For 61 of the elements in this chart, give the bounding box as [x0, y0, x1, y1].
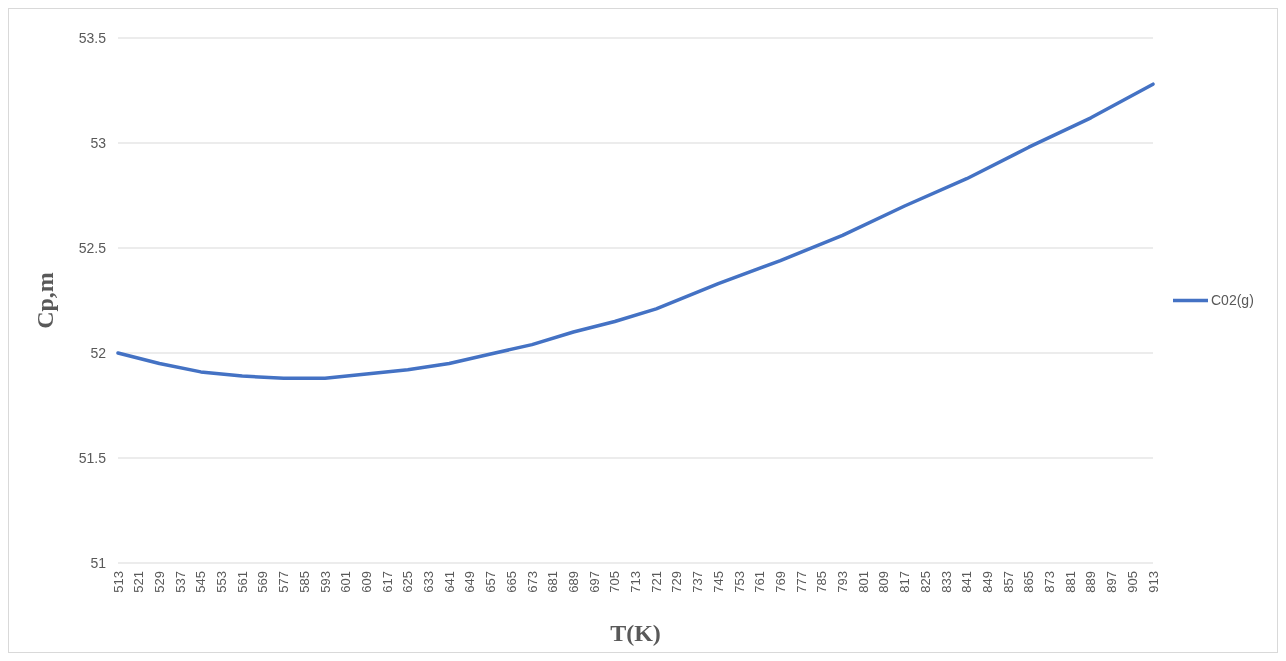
x-tick-label: 833: [938, 571, 954, 593]
line-series: [116, 82, 1155, 380]
x-tick-label: 657: [483, 571, 499, 593]
x-tick-label: 681: [545, 571, 561, 593]
x-tick-label: 641: [441, 571, 457, 593]
x-tick-label: 561: [234, 571, 250, 593]
x-tick-label: 825: [917, 571, 933, 593]
y-tick-label: 53: [90, 134, 107, 151]
y-tick-label: 51.5: [78, 449, 107, 466]
x-tick-label: 721: [648, 571, 664, 593]
x-tick-label: 649: [462, 571, 478, 593]
y-tick-label: 51: [90, 554, 107, 571]
x-tick-label: 769: [772, 571, 788, 593]
x-tick-label: 857: [1000, 571, 1016, 593]
y-tick-label: 52: [90, 344, 107, 361]
x-tick-label: 873: [1042, 571, 1058, 593]
y-axis-title: Cp,m: [32, 272, 58, 329]
x-tick-label: 809: [876, 571, 892, 593]
x-tick-label: 889: [1083, 571, 1099, 593]
x-tick-label: 905: [1124, 571, 1140, 593]
x-tick-label: 513: [110, 571, 126, 593]
x-tick-label: 593: [317, 571, 333, 593]
x-tick-label: 737: [690, 571, 706, 593]
x-tick-label: 785: [814, 571, 830, 593]
x-tick-label: 529: [151, 571, 167, 593]
legend-label: C02(g): [1211, 292, 1254, 309]
x-tick-label: 633: [421, 571, 437, 593]
x-tick-label: 849: [979, 571, 995, 593]
y-tick-label: 53.5: [78, 29, 107, 46]
x-tick-label: 745: [710, 571, 726, 593]
x-tick-label: 913: [1145, 571, 1161, 593]
x-tick-label: 689: [565, 571, 581, 593]
x-tick-label: 609: [358, 571, 374, 593]
x-tick-label: 697: [586, 571, 602, 593]
x-tick-label: 729: [669, 571, 685, 593]
x-tick-label: 801: [855, 571, 871, 593]
x-tick-label: 713: [628, 571, 644, 593]
y-tick-label: 52.5: [78, 239, 107, 256]
x-tick-label: 897: [1104, 571, 1120, 593]
x-tick-label: 865: [1021, 571, 1037, 593]
x-tick-label: 881: [1062, 571, 1078, 593]
x-tick-label: 521: [131, 571, 147, 593]
x-tick-label: 665: [503, 571, 519, 593]
x-tick-label: 793: [835, 571, 851, 593]
x-tick-label: 761: [752, 571, 768, 593]
x-tick-label: 841: [959, 571, 975, 593]
x-tick-label: 545: [193, 571, 209, 593]
x-tick-label: 617: [379, 571, 395, 593]
x-tick-label: 817: [897, 571, 913, 593]
x-tick-label: 601: [338, 571, 354, 593]
x-tick-label: 705: [607, 571, 623, 593]
x-tick-label: 577: [276, 571, 292, 593]
x-tick-label: 625: [400, 571, 416, 593]
x-axis-title: T(K): [610, 620, 661, 646]
x-tick-label: 553: [214, 571, 230, 593]
x-tick-label: 673: [524, 571, 540, 593]
x-tick-label: 569: [255, 571, 271, 593]
x-tick-label: 753: [731, 571, 747, 593]
x-tick-label: 537: [172, 571, 188, 593]
x-tick-label: 585: [296, 571, 312, 593]
x-tick-label: 777: [793, 571, 809, 593]
